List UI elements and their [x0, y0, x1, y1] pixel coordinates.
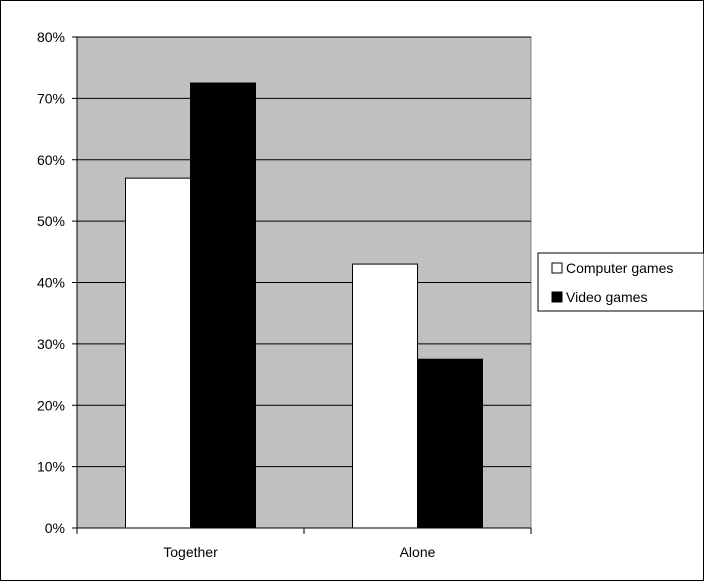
- legend: Computer games Video games: [537, 252, 704, 312]
- legend-box: [537, 252, 704, 312]
- bars: [125, 82, 483, 529]
- legend-swatch-computer-games: [551, 262, 563, 274]
- bar-computer-games-together: [125, 177, 191, 529]
- y-tick-label: 40%: [37, 275, 65, 291]
- x-tick-label: Together: [163, 544, 218, 560]
- bar-video-games-alone: [417, 358, 483, 529]
- y-tick-label: 70%: [37, 90, 65, 106]
- y-tick-label: 50%: [37, 213, 65, 229]
- y-tick-label: 60%: [37, 152, 65, 168]
- legend-label-video-games: Video games: [566, 289, 647, 305]
- y-tick-label: 20%: [37, 397, 65, 413]
- bar-video-games-together: [190, 82, 256, 529]
- axes: 0% 10% 20% 30% 40% 50% 60% 70% 80% Together Alone: [37, 29, 532, 560]
- y-tick-label: 0%: [45, 520, 65, 536]
- y-tick-label: 10%: [37, 459, 65, 475]
- y-tick-label: 30%: [37, 336, 65, 352]
- y-tick-label: 80%: [37, 29, 65, 45]
- legend-label-computer-games: Computer games: [566, 260, 673, 276]
- x-tick-label: Alone: [400, 544, 436, 560]
- bar-computer-games-alone: [352, 263, 418, 529]
- legend-swatch-video-games: [551, 291, 563, 303]
